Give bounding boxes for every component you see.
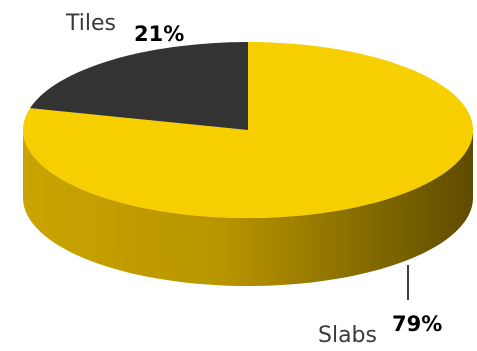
pie-side-slabs bbox=[23, 130, 473, 286]
pie-labels: Tiles 21% Slabs 79% bbox=[65, 11, 442, 348]
pie-slices bbox=[23, 42, 473, 286]
percent-label-slabs: 79% bbox=[392, 312, 442, 336]
pie-slice-slabs bbox=[23, 42, 473, 218]
category-label-slabs: Slabs bbox=[318, 323, 377, 348]
pie-slice-tiles bbox=[30, 42, 249, 130]
category-label-tiles: Tiles bbox=[65, 11, 116, 36]
percent-label-tiles: 21% bbox=[134, 22, 184, 46]
